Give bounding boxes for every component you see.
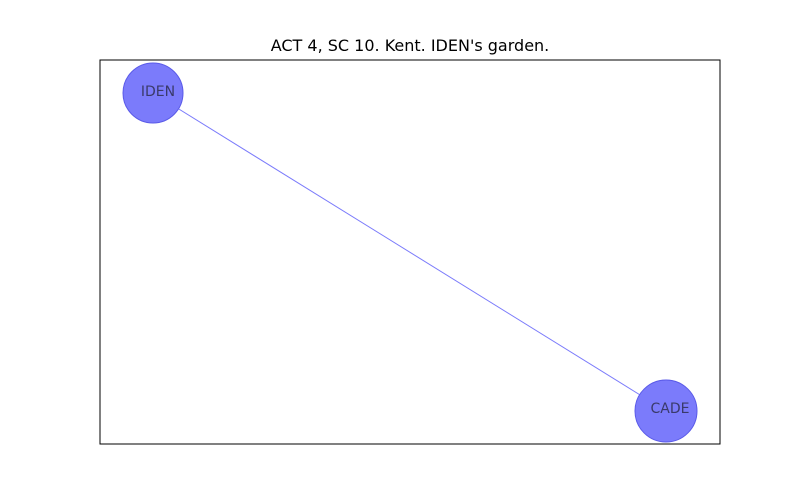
node-iden: [122, 62, 184, 124]
node-cade: [634, 379, 698, 443]
node-label-cade: CADE: [651, 401, 690, 417]
edge-iden-cade: [152, 92, 667, 412]
node-label-iden: IDEN: [141, 84, 175, 100]
figure-title: ACT 4, SC 10. Kent. IDEN's garden.: [270, 36, 550, 55]
plot-frame: [99, 59, 721, 445]
